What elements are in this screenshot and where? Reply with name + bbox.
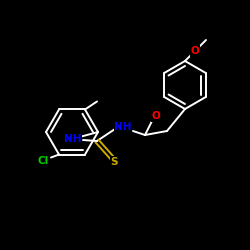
Text: S: S bbox=[110, 157, 118, 167]
Text: Cl: Cl bbox=[37, 156, 48, 166]
Text: O: O bbox=[152, 111, 160, 121]
Text: NH: NH bbox=[114, 122, 132, 132]
Text: O: O bbox=[191, 46, 200, 56]
Text: NH: NH bbox=[64, 134, 82, 144]
